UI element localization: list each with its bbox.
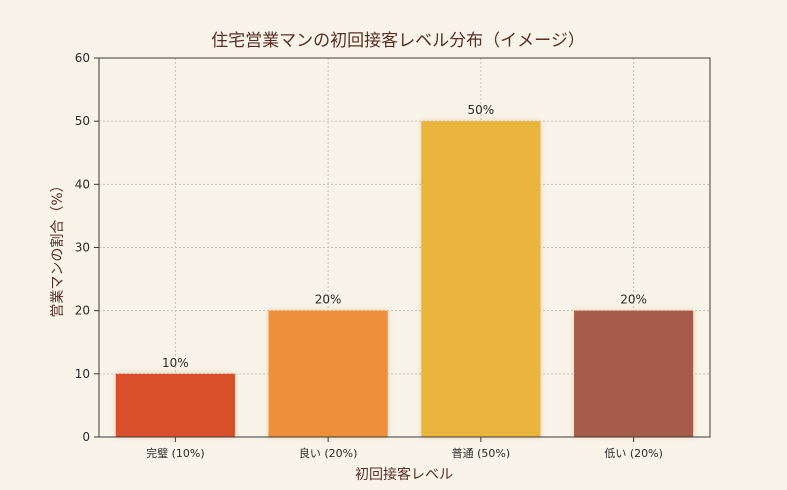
- chart-title: 住宅営業マンの初回接客レベル分布（イメージ）: [211, 31, 585, 51]
- y-tick-label: 30: [75, 241, 90, 255]
- y-tick-label: 50: [75, 114, 90, 128]
- x-tick-label: 普通 (50%): [452, 446, 511, 460]
- x-tick-label: 低い (20%): [604, 447, 663, 460]
- grid-lines: [99, 58, 710, 437]
- y-tick-label: 20: [75, 304, 90, 318]
- labels: 完璧 (10%) 10% 良い (20%) 20% 普通 (50%) 50% 低い (20%…: [146, 103, 663, 460]
- y-tick-label: 0: [82, 430, 90, 444]
- bar-value-label: 10%: [162, 356, 189, 370]
- y-tick-label: 40: [75, 177, 90, 191]
- bar-value-label: 50%: [468, 103, 495, 117]
- y-tick-label: 10: [75, 367, 90, 381]
- bar: [268, 310, 388, 437]
- y-axis-ticks: 0 10 20 30 40 50 60: [75, 51, 635, 444]
- bar-value-label: 20%: [620, 293, 647, 307]
- bars: [115, 121, 694, 438]
- x-tick-label: 良い (20%): [299, 446, 358, 460]
- bar: [574, 310, 694, 437]
- x-axis-label: 初回接客レベル: [355, 466, 453, 483]
- y-tick-label: 60: [75, 51, 90, 65]
- y-axis-label: 営業マンの割合（%）: [49, 178, 66, 317]
- x-tick-label: 完璧 (10%): [146, 446, 205, 460]
- bar: [115, 373, 235, 437]
- bar: [421, 121, 541, 438]
- bar-value-label: 20%: [315, 293, 342, 307]
